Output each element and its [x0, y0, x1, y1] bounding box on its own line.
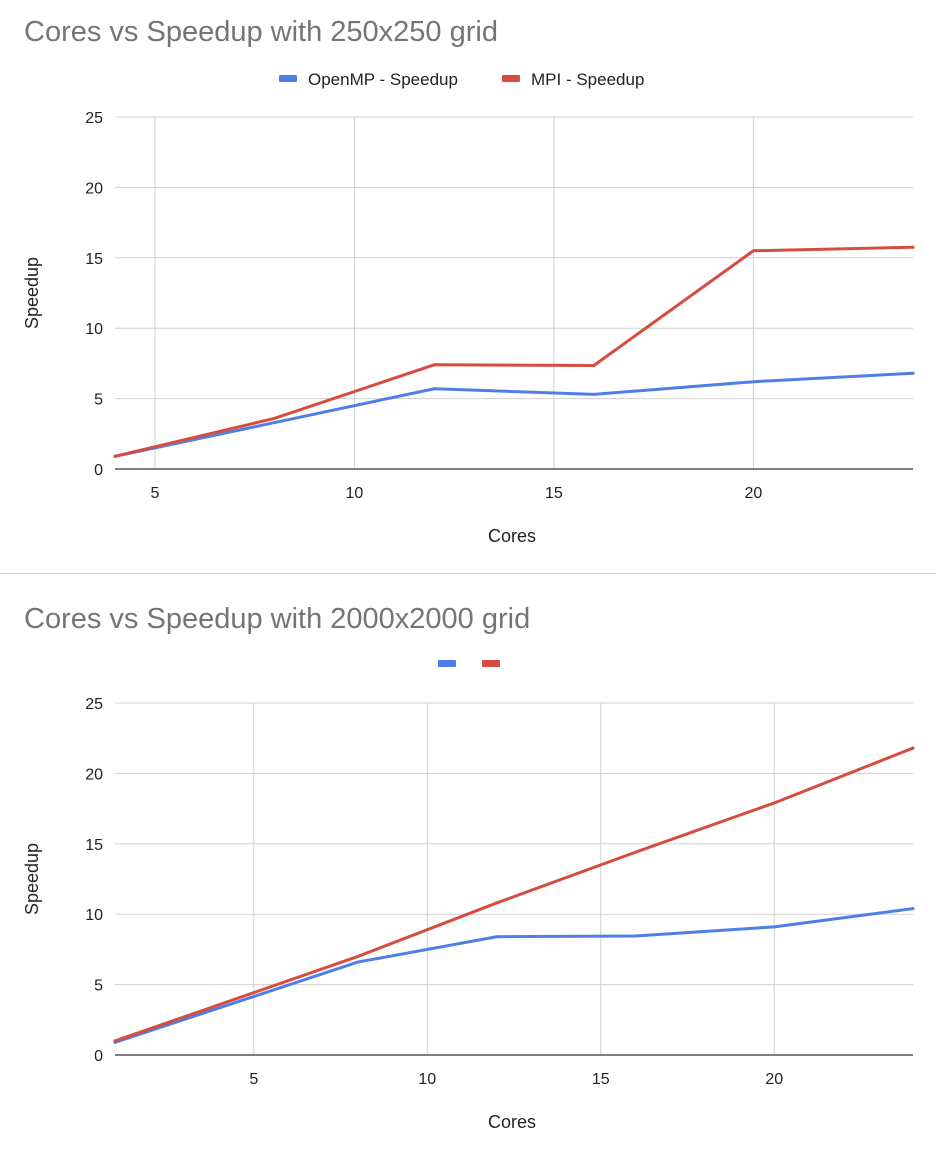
legend-swatch [502, 75, 520, 82]
y-tick-label: 15 [85, 251, 103, 268]
data-point [633, 850, 637, 854]
legend-swatch [482, 660, 500, 667]
legend-label: OpenMP - Speedup [308, 70, 458, 89]
data-point [113, 1039, 117, 1043]
legend: OpenMP - Speedup MPI - Speedup [279, 70, 644, 89]
series-line-mpi [113, 746, 915, 1043]
data-point [432, 363, 436, 367]
data-point [273, 421, 277, 425]
panel-divider [0, 573, 936, 574]
data-point [911, 245, 915, 249]
data-point [772, 925, 776, 929]
x-tick-label: 5 [150, 485, 159, 502]
data-point [356, 960, 360, 964]
x-tick-label: 10 [346, 485, 364, 502]
line-chart: 0 5 10 15 20 25 5 10 15 20 Cores Speedup [22, 660, 915, 1132]
data-point [751, 249, 755, 253]
x-axis-label: Cores [488, 1112, 536, 1132]
y-axis-label: Speedup [22, 843, 42, 915]
data-point [772, 801, 776, 805]
y-tick-label: 0 [94, 462, 103, 479]
y-tick-label: 25 [85, 110, 103, 127]
data-point [592, 392, 596, 396]
data-point [495, 935, 499, 939]
data-point [592, 364, 596, 368]
y-tick-label: 0 [94, 1048, 103, 1065]
chart-panel-2000: Cores vs Speedup with 2000x2000 grid 0 5 1… [0, 575, 936, 1152]
y-tick-label: 20 [85, 766, 103, 783]
x-tick-label: 15 [592, 1071, 610, 1088]
data-point [432, 387, 436, 391]
y-axis-label: Speedup [22, 257, 42, 329]
legend-label: MPI - Speedup [531, 70, 644, 89]
x-axis-label: Cores [488, 526, 536, 546]
data-point [633, 934, 637, 938]
chart-title: Cores vs Speedup with 2000x2000 grid [24, 603, 531, 635]
chart-panel-250: Cores vs Speedup with 250x250 grid 0 5 10 1… [0, 0, 936, 573]
data-point [495, 901, 499, 905]
y-tick-label: 5 [94, 978, 103, 995]
y-tick-label: 25 [85, 696, 103, 713]
legend-swatch [279, 75, 297, 82]
x-tick-label: 20 [765, 1071, 783, 1088]
legend [438, 660, 500, 667]
y-tick-label: 20 [85, 180, 103, 197]
y-tick-label: 15 [85, 837, 103, 854]
x-tick-label: 15 [545, 485, 563, 502]
x-tick-label: 20 [745, 485, 763, 502]
series-line-openmp [113, 371, 915, 458]
y-tick-label: 10 [85, 321, 103, 338]
series-line-mpi [113, 245, 915, 458]
data-point [751, 380, 755, 384]
y-tick-label: 5 [94, 392, 103, 409]
data-point [911, 907, 915, 911]
chart-title: Cores vs Speedup with 250x250 grid [24, 16, 498, 48]
data-point [113, 454, 117, 458]
data-point [273, 416, 277, 420]
data-point [356, 954, 360, 958]
y-tick-label: 10 [85, 907, 103, 924]
data-point [911, 371, 915, 375]
line-chart: 0 5 10 15 20 25 5 10 15 20 Cores Speedup OpenMP - Sp… [22, 70, 915, 546]
legend-swatch [438, 660, 456, 667]
data-point [911, 746, 915, 750]
x-tick-label: 5 [249, 1071, 258, 1088]
x-tick-label: 10 [418, 1071, 436, 1088]
series-line-openmp [113, 907, 915, 1044]
